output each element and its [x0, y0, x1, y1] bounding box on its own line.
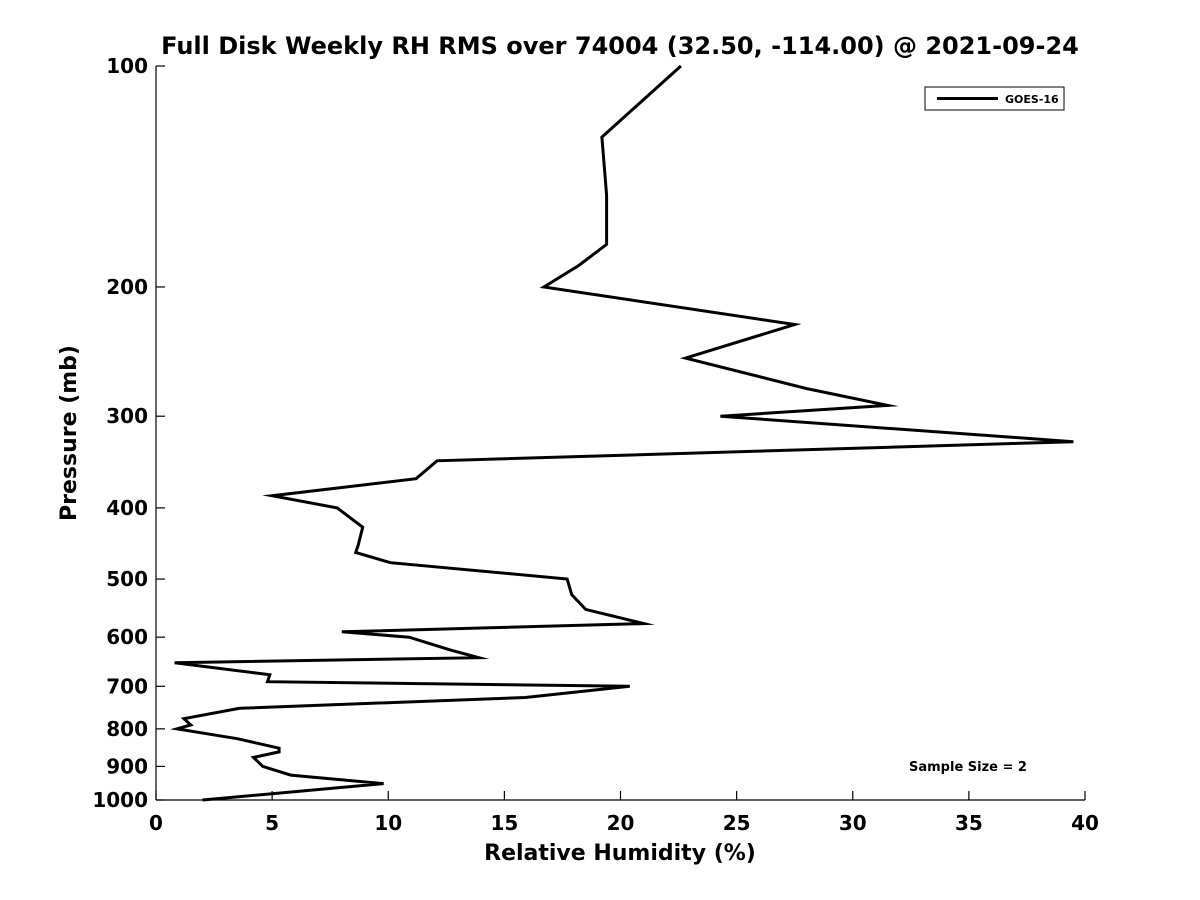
- chart-title: Full Disk Weekly RH RMS over 74004 (32.5…: [161, 32, 1079, 60]
- x-tick-label: 15: [490, 811, 518, 835]
- y-tick-label: 100: [106, 54, 148, 78]
- series-line-goes-16: [170, 64, 1074, 802]
- y-tick-label: 400: [106, 496, 148, 520]
- y-tick-label: 600: [106, 625, 148, 649]
- y-tick-label: 800: [106, 717, 148, 741]
- y-tick-label: 300: [106, 404, 148, 428]
- legend: GOES-16: [924, 86, 1065, 111]
- y-ticks: 100 200 300 400 500 600 700 800 900 1000: [92, 54, 165, 812]
- y-axis-label: Pressure (mb): [57, 345, 82, 521]
- y-tick-label: 900: [106, 754, 148, 778]
- x-tick-label: 35: [955, 811, 983, 835]
- x-tick-label: 0: [149, 811, 163, 835]
- y-tick-label: 1000: [92, 788, 148, 812]
- sample-size-annotation: Sample Size = 2: [909, 760, 1027, 775]
- x-tick-label: 20: [607, 811, 635, 835]
- x-ticks: 0 5 10 15 20 25 30 35 40: [149, 791, 1099, 835]
- y-tick-label: 500: [106, 567, 148, 591]
- y-tick-label: 200: [106, 275, 148, 299]
- x-tick-label: 40: [1071, 811, 1099, 835]
- series-group: [170, 64, 1074, 802]
- x-tick-label: 10: [374, 811, 402, 835]
- legend-entry: GOES-16: [1005, 93, 1059, 106]
- x-tick-label: 25: [723, 811, 751, 835]
- x-tick-label: 5: [265, 811, 279, 835]
- y-tick-label: 700: [106, 674, 148, 698]
- x-axis-label: Relative Humidity (%): [484, 841, 756, 866]
- x-tick-label: 30: [839, 811, 867, 835]
